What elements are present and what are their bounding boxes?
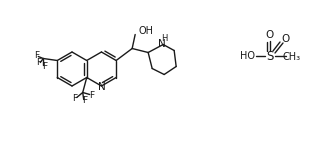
Text: F: F [89,91,94,100]
Text: S: S [266,49,274,63]
Text: H: H [161,34,167,43]
Text: O: O [282,34,290,44]
Text: F: F [42,62,47,71]
Text: F: F [34,51,39,60]
Text: N: N [98,82,105,92]
Text: F: F [36,58,41,67]
Text: OH: OH [138,26,153,36]
Text: HO: HO [240,51,255,61]
Text: CH₃: CH₃ [283,52,301,62]
Text: O: O [266,30,274,40]
Text: F: F [82,96,87,105]
Text: N: N [158,39,166,48]
Text: F: F [72,94,77,103]
